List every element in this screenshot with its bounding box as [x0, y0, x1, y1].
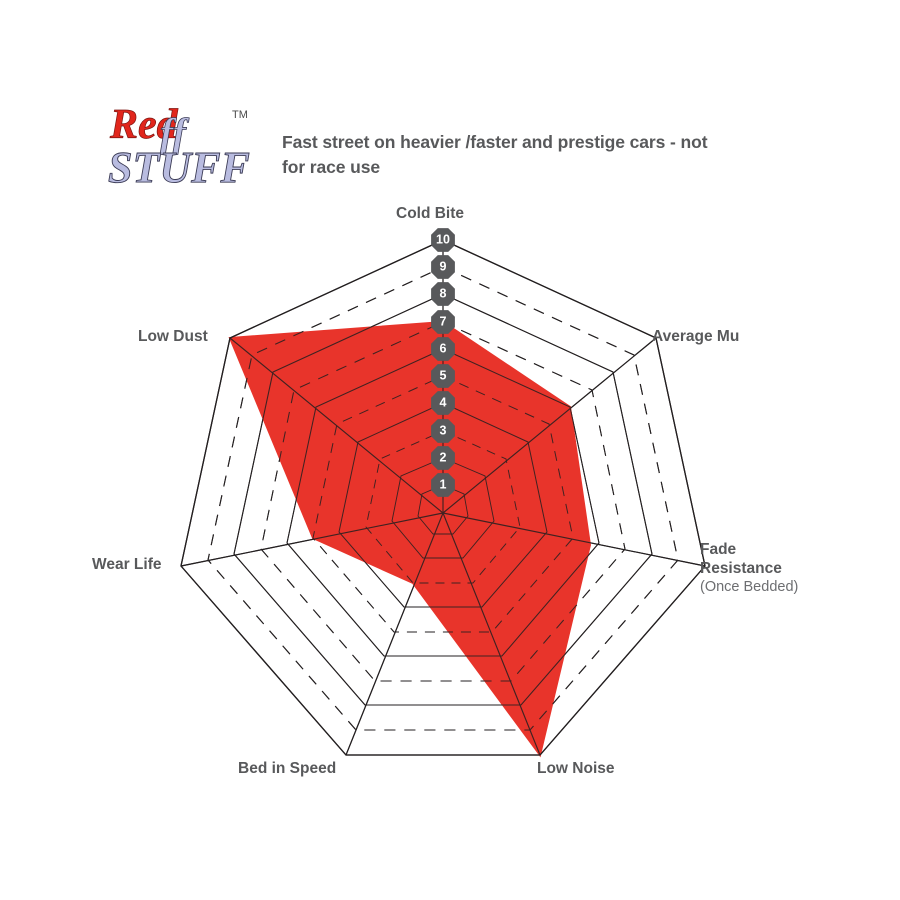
scale-badge-5-label: 5 [439, 368, 447, 383]
svg-text:ff: ff [160, 110, 190, 155]
scale-badge-8: 8 [431, 282, 456, 307]
svg-text:STUFF: STUFF [108, 143, 250, 192]
scale-badge-10: 10 [431, 228, 456, 253]
axis-label-low-dust: Low Dust [138, 328, 208, 345]
svg-text:Red: Red [109, 102, 179, 148]
axis-label-cold-bite: Cold Bite [396, 205, 465, 222]
scale-badge-6-label: 6 [439, 341, 447, 356]
fade-resistance-line-1: Fade [700, 541, 737, 558]
chart-title: Fast street on heavier /faster and prest… [282, 132, 708, 177]
scale-badge-6: 6 [431, 337, 456, 362]
scale-badge-9: 9 [431, 255, 456, 280]
fade-resistance-line-2: Resistance [700, 559, 782, 577]
scale-badge-4: 4 [431, 391, 456, 416]
logo-stuff-word: ff STUFF [108, 110, 250, 192]
axis-label-bed-in-speed: Bed in Speed [238, 760, 337, 777]
scale-badge-2: 2 [431, 446, 456, 471]
scale-badge-4-label: 4 [439, 395, 447, 410]
scale-badge-10-label: 10 [436, 232, 450, 247]
trademark-mark: TM [232, 109, 248, 121]
logo-red-word: Red [109, 102, 179, 149]
scale-badge-7-label: 7 [439, 314, 447, 329]
scale-badge-2-label: 2 [439, 450, 447, 465]
redstuff-logo: Red ff STUFF TM [108, 96, 268, 192]
scale-badge-1: 1 [431, 473, 456, 498]
series-polygon-red-stuff [228, 320, 592, 758]
fade-resistance-sublabel: (Once Bedded) [700, 578, 799, 595]
grid-ring-10-top [180, 239, 706, 756]
scale-badge-1-label: 1 [439, 477, 447, 492]
axis-label-low-noise: Low Noise [537, 760, 615, 777]
scale-badge-9-label: 9 [439, 259, 447, 274]
scale-badge-7: 7 [431, 310, 456, 335]
axis-label-average-mu: Average Mu [652, 328, 740, 345]
axis-label-wear-life: Wear Life [92, 556, 162, 573]
axis-label-fade-resistance: Fade Resistance (Once Bedded) [700, 541, 798, 597]
scale-badge-8-label: 8 [439, 286, 447, 301]
scale-badge-3-label: 3 [439, 423, 447, 438]
scale-badge-3: 3 [431, 419, 456, 444]
scale-badge-5: 5 [431, 364, 456, 389]
